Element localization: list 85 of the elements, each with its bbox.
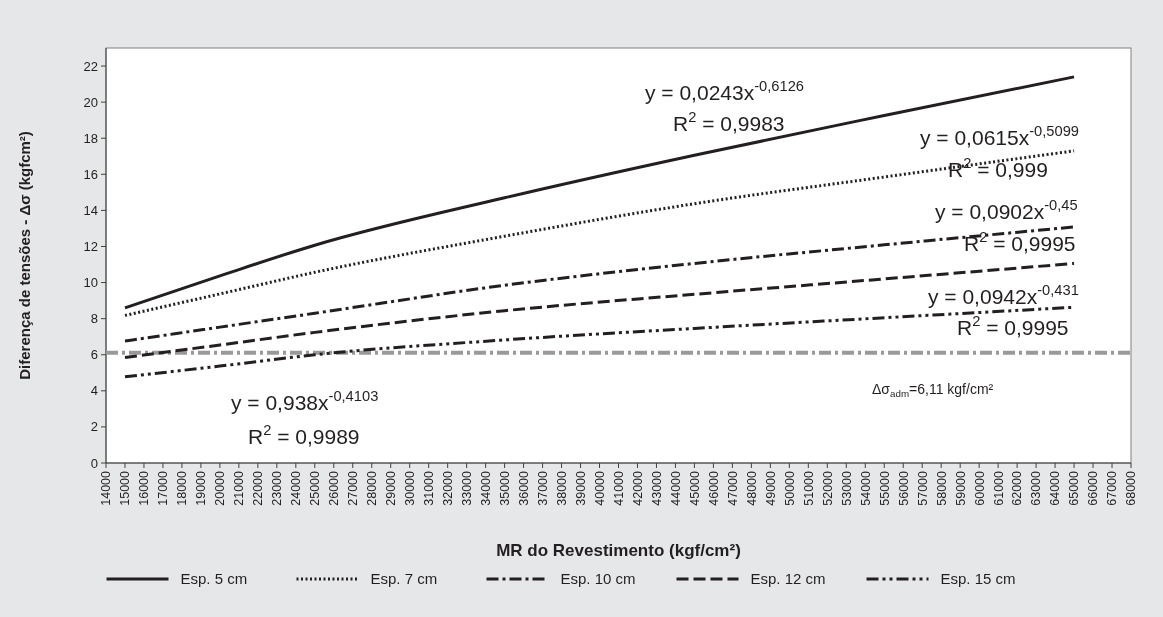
x-tick-label: 39000: [573, 470, 588, 506]
legend-label: Esp. 5 cm: [180, 570, 248, 588]
annotation: R$^{2}$ = 0,9995: [957, 313, 1069, 339]
x-tick-label: 58000: [934, 470, 949, 506]
x-tick-label: 30000: [403, 470, 418, 506]
x-axis-title: MR do Revestimento (kgf/cm²): [496, 541, 741, 560]
x-tick-label: 33000: [460, 470, 475, 506]
x-tick-label: 20000: [213, 470, 228, 506]
x-tick-label: 66000: [1086, 470, 1101, 506]
legend-label: Esp. 15 cm: [940, 570, 1016, 588]
y-tick-label: 0: [90, 455, 98, 471]
x-tick-label: 26000: [327, 470, 342, 506]
x-tick-label: 37000: [535, 470, 550, 506]
x-tick-label: 14000: [99, 470, 114, 506]
x-tick-label: 48000: [744, 470, 759, 506]
x-tick-label: 68000: [1124, 470, 1139, 506]
x-tick-label: 38000: [554, 470, 569, 506]
annotation: y = 0,0243x$^{-0,6126}$: [645, 78, 804, 104]
y-tick-label: 22: [83, 58, 98, 74]
annotation: y = 0,938x$^{-0,4103}$: [231, 388, 379, 414]
x-tick-label: 60000: [972, 470, 987, 506]
x-tick-label: 18000: [175, 470, 190, 506]
annotation: R$^{2}$ = 0,9995: [964, 229, 1076, 255]
x-tick-label: 55000: [877, 470, 892, 506]
annotation: Δσ$_{adm}$=6,11 kgf/cm²: [872, 381, 994, 399]
legend-label: Esp. 7 cm: [370, 570, 438, 588]
x-tick-label: 56000: [896, 470, 911, 506]
annotation: R$^{2}$ = 0,9989: [248, 422, 360, 448]
y-tick-label: 10: [83, 275, 98, 291]
annotation: R$^{2}$ = 0,999: [948, 155, 1048, 181]
x-tick-label: 45000: [687, 470, 702, 506]
y-tick-label: 8: [90, 311, 98, 327]
x-tick-label: 40000: [592, 470, 607, 506]
x-tick-label: 34000: [479, 470, 493, 506]
y-tick-label: 4: [90, 383, 98, 399]
x-tick-label: 29000: [384, 470, 399, 506]
x-tick-label: 23000: [270, 470, 285, 506]
annotation: y = 0,0902x$^{-0,45}$: [935, 197, 1078, 223]
y-axis-title: Diferença de tensões - Δσ (kgfcm²): [16, 131, 33, 380]
x-tick-label: 24000: [289, 470, 304, 506]
y-tick-label: 12: [83, 239, 98, 255]
x-tick-label: 49000: [763, 470, 778, 506]
x-tick-label: 67000: [1105, 470, 1120, 506]
x-tick-label: 15000: [118, 470, 133, 506]
y-tick-label: 6: [90, 347, 98, 363]
x-tick-label: 27000: [346, 470, 361, 506]
legend-label: Esp. 12 cm: [750, 570, 826, 588]
x-tick-label: 61000: [991, 470, 1006, 506]
y-tick-label: 2: [90, 419, 98, 435]
y-tick-label: 18: [83, 130, 98, 146]
x-tick-label: 43000: [649, 470, 664, 506]
x-tick-label: 36000: [516, 470, 531, 506]
x-tick-label: 35000: [497, 470, 512, 506]
x-tick-label: 25000: [308, 470, 323, 506]
x-tick-label: 52000: [820, 470, 835, 506]
x-tick-label: 57000: [915, 470, 930, 506]
x-tick-label: 21000: [232, 470, 247, 506]
annotation: y = 0,0942x$^{-0,431}$: [928, 282, 1079, 308]
x-tick-label: 28000: [365, 470, 380, 506]
y-tick-label: 20: [83, 94, 98, 110]
x-tick-label: 65000: [1067, 470, 1082, 506]
x-tick-label: 63000: [1029, 470, 1044, 506]
x-tick-label: 41000: [611, 470, 626, 506]
x-tick-label: 59000: [953, 470, 968, 506]
y-tick-label: 16: [83, 166, 98, 182]
x-tick-label: 42000: [630, 470, 645, 506]
x-tick-label: 16000: [137, 470, 152, 506]
x-tick-label: 44000: [668, 470, 683, 506]
x-tick-label: 54000: [858, 470, 873, 506]
x-tick-label: 46000: [706, 470, 721, 506]
x-tick-label: 53000: [839, 470, 854, 506]
y-tick-label: 14: [83, 202, 98, 218]
x-tick-label: 51000: [801, 470, 816, 506]
x-tick-label: 50000: [782, 470, 797, 506]
x-tick-label: 32000: [441, 470, 456, 506]
x-tick-label: 31000: [422, 470, 437, 506]
legend-label: Esp. 10 cm: [560, 570, 636, 588]
x-tick-label: 19000: [194, 470, 209, 506]
x-tick-label: 62000: [1010, 470, 1025, 506]
x-tick-label: 47000: [725, 470, 740, 506]
x-tick-label: 17000: [156, 470, 171, 506]
annotation: R$^{2}$ = 0,9983: [673, 109, 785, 135]
annotation: y = 0,0615x$^{-0,5099}$: [920, 123, 1079, 149]
x-tick-label: 22000: [251, 470, 266, 506]
x-tick-label: 64000: [1048, 470, 1063, 506]
